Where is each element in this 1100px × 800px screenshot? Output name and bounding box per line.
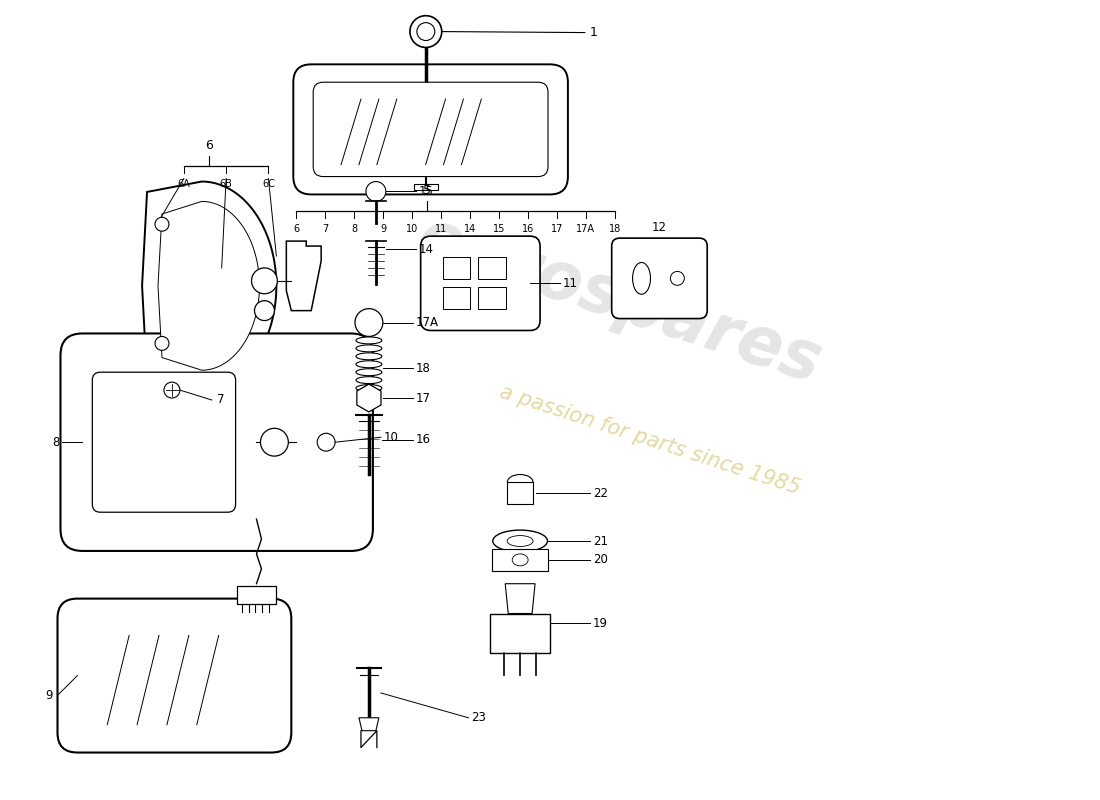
Text: 8: 8 (351, 224, 358, 234)
Text: 16: 16 (521, 224, 534, 234)
Polygon shape (505, 584, 535, 614)
Text: 22: 22 (593, 487, 608, 500)
Ellipse shape (356, 385, 382, 391)
Text: 17A: 17A (416, 316, 439, 329)
Circle shape (164, 382, 180, 398)
Text: 15: 15 (419, 185, 433, 198)
Bar (442, 257, 471, 279)
Polygon shape (158, 202, 260, 370)
Text: 7: 7 (322, 224, 329, 234)
Bar (478, 257, 506, 279)
Text: 17: 17 (551, 224, 563, 234)
Text: 16: 16 (416, 434, 431, 446)
Text: 9: 9 (45, 689, 53, 702)
Bar (442, 286, 471, 309)
Bar (491, 614, 550, 654)
Circle shape (366, 182, 386, 202)
FancyBboxPatch shape (60, 334, 373, 551)
FancyBboxPatch shape (92, 372, 235, 512)
Bar (493, 549, 548, 571)
Bar (478, 286, 506, 309)
Text: 17A: 17A (576, 224, 595, 234)
Ellipse shape (356, 377, 382, 384)
Circle shape (317, 434, 336, 451)
Text: 17: 17 (416, 391, 431, 405)
Circle shape (261, 428, 288, 456)
Text: 10: 10 (384, 430, 398, 444)
Text: 11: 11 (434, 224, 447, 234)
Text: 21: 21 (593, 534, 608, 547)
Circle shape (355, 309, 383, 337)
FancyBboxPatch shape (294, 64, 568, 194)
FancyBboxPatch shape (314, 82, 548, 177)
FancyBboxPatch shape (57, 598, 292, 753)
Text: 11: 11 (563, 277, 578, 290)
Text: 6C: 6C (262, 178, 275, 189)
Ellipse shape (356, 353, 382, 360)
Text: 15: 15 (493, 224, 505, 234)
Bar (507, 482, 534, 504)
Text: 18: 18 (608, 224, 620, 234)
Text: 20: 20 (593, 554, 607, 566)
Polygon shape (286, 241, 321, 310)
Polygon shape (142, 182, 276, 390)
Ellipse shape (507, 535, 534, 546)
FancyBboxPatch shape (420, 236, 540, 330)
Circle shape (670, 271, 684, 286)
Ellipse shape (632, 262, 650, 294)
Text: 12: 12 (652, 221, 667, 234)
Text: 19: 19 (593, 617, 608, 630)
Ellipse shape (356, 361, 382, 368)
Text: 6B: 6B (220, 178, 232, 189)
Ellipse shape (356, 337, 382, 344)
Circle shape (252, 268, 277, 294)
Text: 6: 6 (294, 224, 299, 234)
Bar (236, 586, 276, 603)
Text: 8: 8 (52, 436, 59, 449)
Text: 14: 14 (464, 224, 476, 234)
Text: 6A: 6A (177, 178, 190, 189)
Bar (414, 183, 438, 190)
Ellipse shape (356, 345, 382, 352)
Circle shape (155, 218, 169, 231)
Text: 14: 14 (419, 242, 433, 255)
Text: 1: 1 (590, 26, 597, 39)
Circle shape (417, 22, 434, 41)
Text: 6: 6 (206, 138, 213, 152)
Circle shape (254, 301, 274, 321)
Polygon shape (356, 384, 381, 412)
Text: 9: 9 (381, 224, 386, 234)
Text: a passion for parts since 1985: a passion for parts since 1985 (496, 382, 802, 498)
Text: 18: 18 (416, 362, 430, 374)
Ellipse shape (356, 369, 382, 376)
Text: eurospares: eurospares (409, 204, 830, 397)
Text: 5: 5 (422, 185, 430, 198)
Circle shape (155, 337, 169, 350)
Ellipse shape (513, 554, 528, 566)
Text: 23: 23 (472, 711, 486, 724)
Text: 10: 10 (406, 224, 418, 234)
Polygon shape (359, 718, 378, 730)
FancyBboxPatch shape (612, 238, 707, 318)
Circle shape (410, 16, 442, 47)
Text: 7: 7 (217, 394, 224, 406)
Ellipse shape (493, 530, 548, 552)
